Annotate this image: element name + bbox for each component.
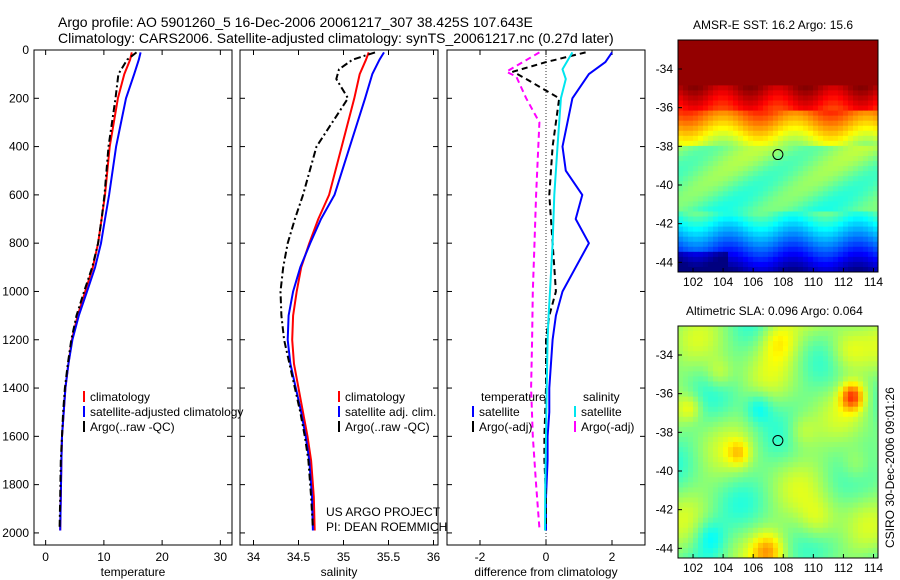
x-tick-label: 0	[42, 550, 49, 564]
difference-series-salinity-argo-adj-	[505, 51, 541, 529]
sst-map-title: AMSR-E SST: 16.2 Argo: 15.6	[693, 18, 854, 32]
salinity-series-argo-raw-qc-	[279, 51, 376, 529]
temperature-axes-box	[33, 49, 233, 546]
x-tick-label: 106	[743, 561, 763, 575]
y-tick-label: 800	[9, 236, 29, 250]
argo-position-marker	[772, 149, 784, 161]
temperature-series-argo-raw-qc-	[58, 51, 138, 529]
y-tick-label: 1000	[2, 284, 29, 298]
x-tick-label: 30	[214, 550, 228, 564]
project-annotation: US ARGO PROJECT PI: DEAN ROEMMICH	[326, 505, 448, 534]
difference-legend-temperature: temperature satellite Argo(-adj)	[472, 390, 546, 435]
difference-x-axis-label: difference from climatology	[474, 565, 617, 579]
x-tick-label: 2	[609, 550, 616, 564]
y-tick-label: -40	[656, 464, 674, 478]
x-tick-label: 34	[247, 550, 261, 564]
y-tick-label: 600	[9, 188, 29, 202]
legend-entry-sal-satellite: satellite	[574, 405, 634, 420]
difference-series-temperature-argo-adj-	[512, 51, 586, 529]
salinity-series-climatology	[291, 52, 370, 531]
salinity-axes-box	[239, 49, 439, 546]
salinity-series-satellite-adj-clim-	[286, 51, 385, 531]
legend-heading-temperature: temperature	[481, 390, 546, 404]
temperature-x-axis-label: temperature	[101, 565, 166, 579]
legend-entry-satellite-adj: satellite adj. clim.	[338, 405, 436, 420]
legend-entry-argo: Argo(..raw -QC)	[83, 420, 243, 435]
argo-position-marker	[772, 435, 784, 447]
y-tick-label: 1200	[2, 333, 29, 347]
x-tick-label: 20	[155, 550, 169, 564]
legend-entry-climatology: climatology	[338, 390, 436, 405]
sst-map-panel: 102 104 106 108 110 112 114 -34 -36 -38 -40 -42 -44	[656, 39, 883, 289]
y-tick-label: 1400	[2, 381, 29, 395]
legend-entry-argo: Argo(..raw -QC)	[338, 420, 436, 435]
legend-entry-temp-argo: Argo(-adj)	[472, 420, 546, 435]
x-tick-label: 110	[804, 275, 823, 289]
y-tick-label: -42	[656, 503, 674, 517]
sla-map-title: Altimetric SLA: 0.096 Argo: 0.064	[686, 304, 863, 318]
x-tick-label: 112	[834, 561, 853, 575]
salinity-panel: 34 34.5 35 35.5 36 salinity	[239, 49, 441, 579]
y-tick-label: -44	[656, 541, 674, 555]
x-tick-label: 102	[683, 561, 703, 575]
legend-heading-salinity: salinity	[583, 390, 620, 404]
legend-entry-temp-satellite: satellite	[472, 405, 546, 420]
temperature-legend: climatology satellite-adjusted climatolo…	[83, 390, 243, 435]
salinity-x-axis-label: salinity	[321, 565, 358, 579]
sla-map-panel: 102 104 106 108 110 112 114 -34 -36 -38 -40 -42 -44	[656, 325, 883, 575]
x-tick-label: 34.5	[287, 550, 311, 564]
x-tick-label: 104	[713, 561, 733, 575]
x-tick-label: 35	[337, 550, 351, 564]
y-tick-label: 0	[22, 43, 29, 57]
x-tick-label: 108	[773, 561, 793, 575]
x-tick-label: 102	[683, 275, 703, 289]
y-tick-label: -38	[656, 139, 674, 153]
x-tick-label: 110	[804, 561, 823, 575]
y-tick-label: -42	[656, 217, 674, 231]
difference-series-salinity-satellite	[544, 51, 574, 531]
sla-map-axes-box	[677, 325, 879, 559]
y-tick-label: -40	[656, 178, 674, 192]
difference-series-temperature-satellite	[545, 51, 613, 531]
legend-entry-climatology: climatology	[83, 390, 243, 405]
x-tick-label: 114	[864, 561, 883, 575]
x-tick-label: 36	[427, 550, 441, 564]
salinity-legend: climatology satellite adj. clim. Argo(..…	[338, 390, 436, 435]
x-tick-label: 108	[773, 275, 793, 289]
legend-entry-sal-argo: Argo(-adj)	[574, 420, 634, 435]
x-tick-label: 114	[864, 275, 883, 289]
temperature-panel: 0 200 400 600 800 1000 1200 1400 1600 1800 2000 0 10…	[2, 43, 233, 579]
y-tick-label: -34	[656, 348, 674, 362]
y-tick-label: -44	[656, 255, 674, 269]
y-tick-label: 400	[9, 140, 29, 154]
y-tick-label: -36	[656, 101, 674, 115]
difference-legend-salinity: salinity satellite Argo(-adj)	[574, 390, 634, 435]
y-tick-label: -38	[656, 425, 674, 439]
csiro-timestamp-label: CSIRO 30-Dec-2006 09:01:26	[883, 387, 897, 548]
sst-map-axes-box	[677, 39, 879, 273]
y-tick-label: 1600	[2, 429, 29, 443]
figure-title-line2: Climatology: CARS2006. Satellite-adjuste…	[58, 30, 614, 46]
y-tick-label: -36	[656, 387, 674, 401]
y-tick-label: -34	[656, 62, 674, 76]
x-tick-label: 106	[743, 275, 763, 289]
x-tick-label: 35.5	[377, 550, 401, 564]
x-tick-label: 112	[834, 275, 853, 289]
x-tick-label: 10	[97, 550, 111, 564]
x-tick-label: 0	[543, 550, 550, 564]
x-tick-label: -2	[475, 550, 486, 564]
y-tick-label: 1800	[2, 478, 29, 492]
figure-title-line1: Argo profile: AO 5901260_5 16-Dec-2006 2…	[58, 14, 533, 30]
y-tick-label: 200	[9, 91, 29, 105]
legend-entry-satellite-adjusted: satellite-adjusted climatology	[83, 405, 243, 420]
y-tick-label: 2000	[2, 526, 29, 540]
x-tick-label: 104	[713, 275, 733, 289]
